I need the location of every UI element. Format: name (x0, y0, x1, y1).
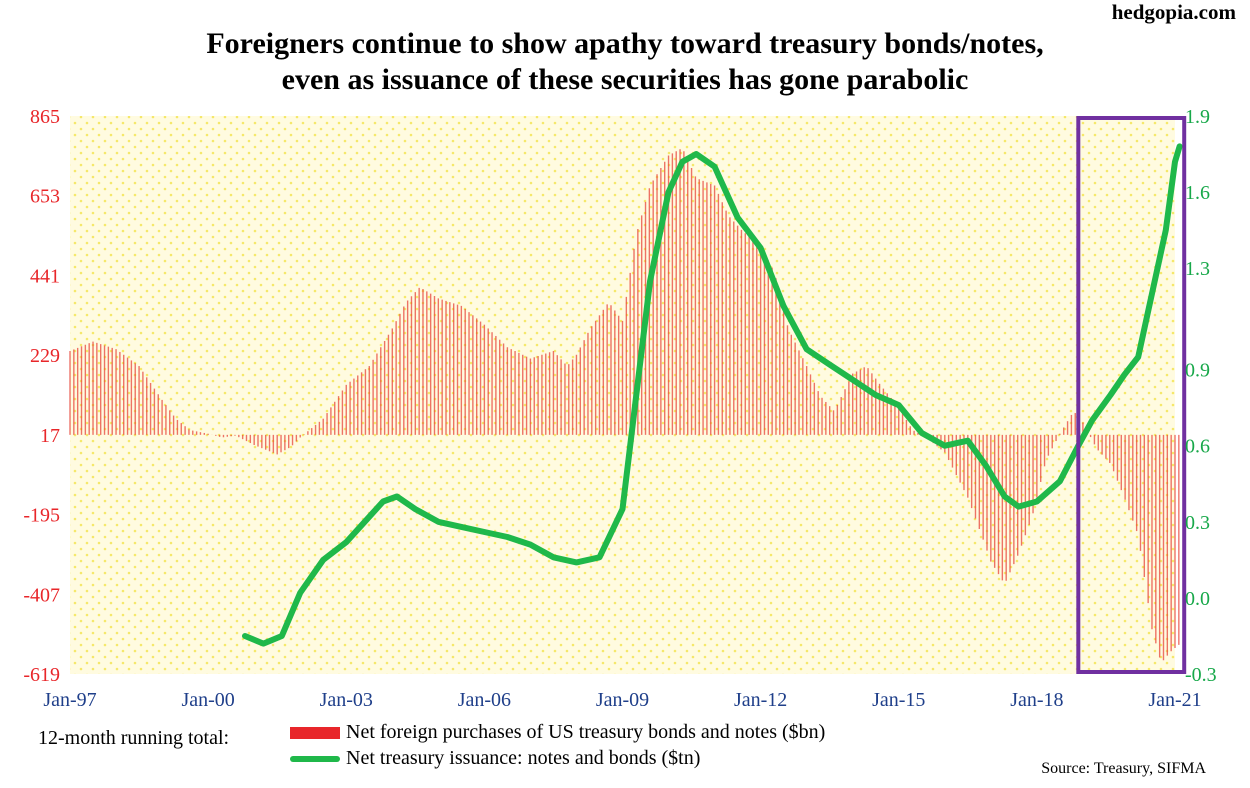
legend-line: Net treasury issuance: notes and bonds (… (290, 747, 700, 770)
legend-bars: Net foreign purchases of US treasury bon… (290, 721, 825, 744)
issuance-line (242, 143, 1183, 647)
left-axis-tick-label: 653 (30, 186, 60, 208)
x-axis-tick-label: Jan-21 (1148, 689, 1201, 711)
x-axis-tick-label: Jan-00 (181, 689, 234, 711)
right-axis-tick-label: 1.6 (1185, 182, 1210, 204)
left-axis: 865 653 441 229 17 -195 -407 -619 (23, 106, 60, 686)
source-note: Source: Treasury, SIFMA (1041, 760, 1206, 777)
highlight-box (1076, 116, 1187, 674)
brand-label: hedgopia.com (1111, 0, 1236, 24)
right-axis-tick-label: 0.3 (1185, 512, 1210, 534)
left-axis-tick-label: -195 (23, 505, 60, 527)
right-axis-tick-label: 1.3 (1185, 258, 1210, 280)
x-axis-tick-label: Jan-03 (320, 689, 373, 711)
chart-title-line-1: Foreigners continue to show apathy towar… (206, 27, 1044, 60)
right-axis: 1.9 1.6 1.3 0.9 0.6 0.3 0.0 -0.3 (1185, 106, 1217, 686)
x-axis: Jan-97 Jan-00 Jan-03 Jan-06 Jan-09 Jan-12 Jan-… (43, 689, 1201, 711)
legend-prefix: 12-month running total: (38, 727, 230, 749)
left-axis-tick-label: 229 (30, 345, 60, 367)
x-axis-tick-label: Jan-12 (734, 689, 787, 711)
left-axis-tick-label: 17 (40, 425, 60, 447)
right-axis-tick-label: -0.3 (1185, 664, 1217, 686)
chart-title: Foreigners continue to show apathy towar… (0, 26, 1250, 98)
legend-bars-swatch (290, 726, 340, 739)
x-axis-tick-label: Jan-15 (872, 689, 925, 711)
legend-line-label: Net treasury issuance: notes and bonds (… (346, 747, 701, 769)
left-axis-tick-label: -407 (23, 584, 60, 606)
right-axis-tick-label: 0.6 (1185, 436, 1210, 458)
legend-bars-label: Net foreign purchases of US treasury bon… (346, 721, 826, 743)
chart-title-line-2: even as issuance of these securities has… (281, 63, 969, 96)
right-axis-tick-label: 1.9 (1185, 106, 1210, 128)
left-axis-tick-label: 865 (30, 106, 60, 128)
right-axis-tick-label: 0.9 (1185, 360, 1210, 382)
bars-group (69, 149, 1180, 661)
x-axis-tick-label: Jan-09 (596, 689, 649, 711)
x-axis-tick-label: Jan-97 (43, 689, 96, 711)
left-axis-tick-label: 441 (30, 265, 60, 287)
x-axis-tick-label: Jan-06 (458, 689, 511, 711)
line-group (242, 143, 1183, 647)
right-axis-tick-label: 0.0 (1185, 588, 1210, 610)
left-axis-tick-label: -619 (23, 664, 60, 686)
legend-line-swatch (290, 755, 340, 762)
x-axis-tick-label: Jan-18 (1010, 689, 1063, 711)
